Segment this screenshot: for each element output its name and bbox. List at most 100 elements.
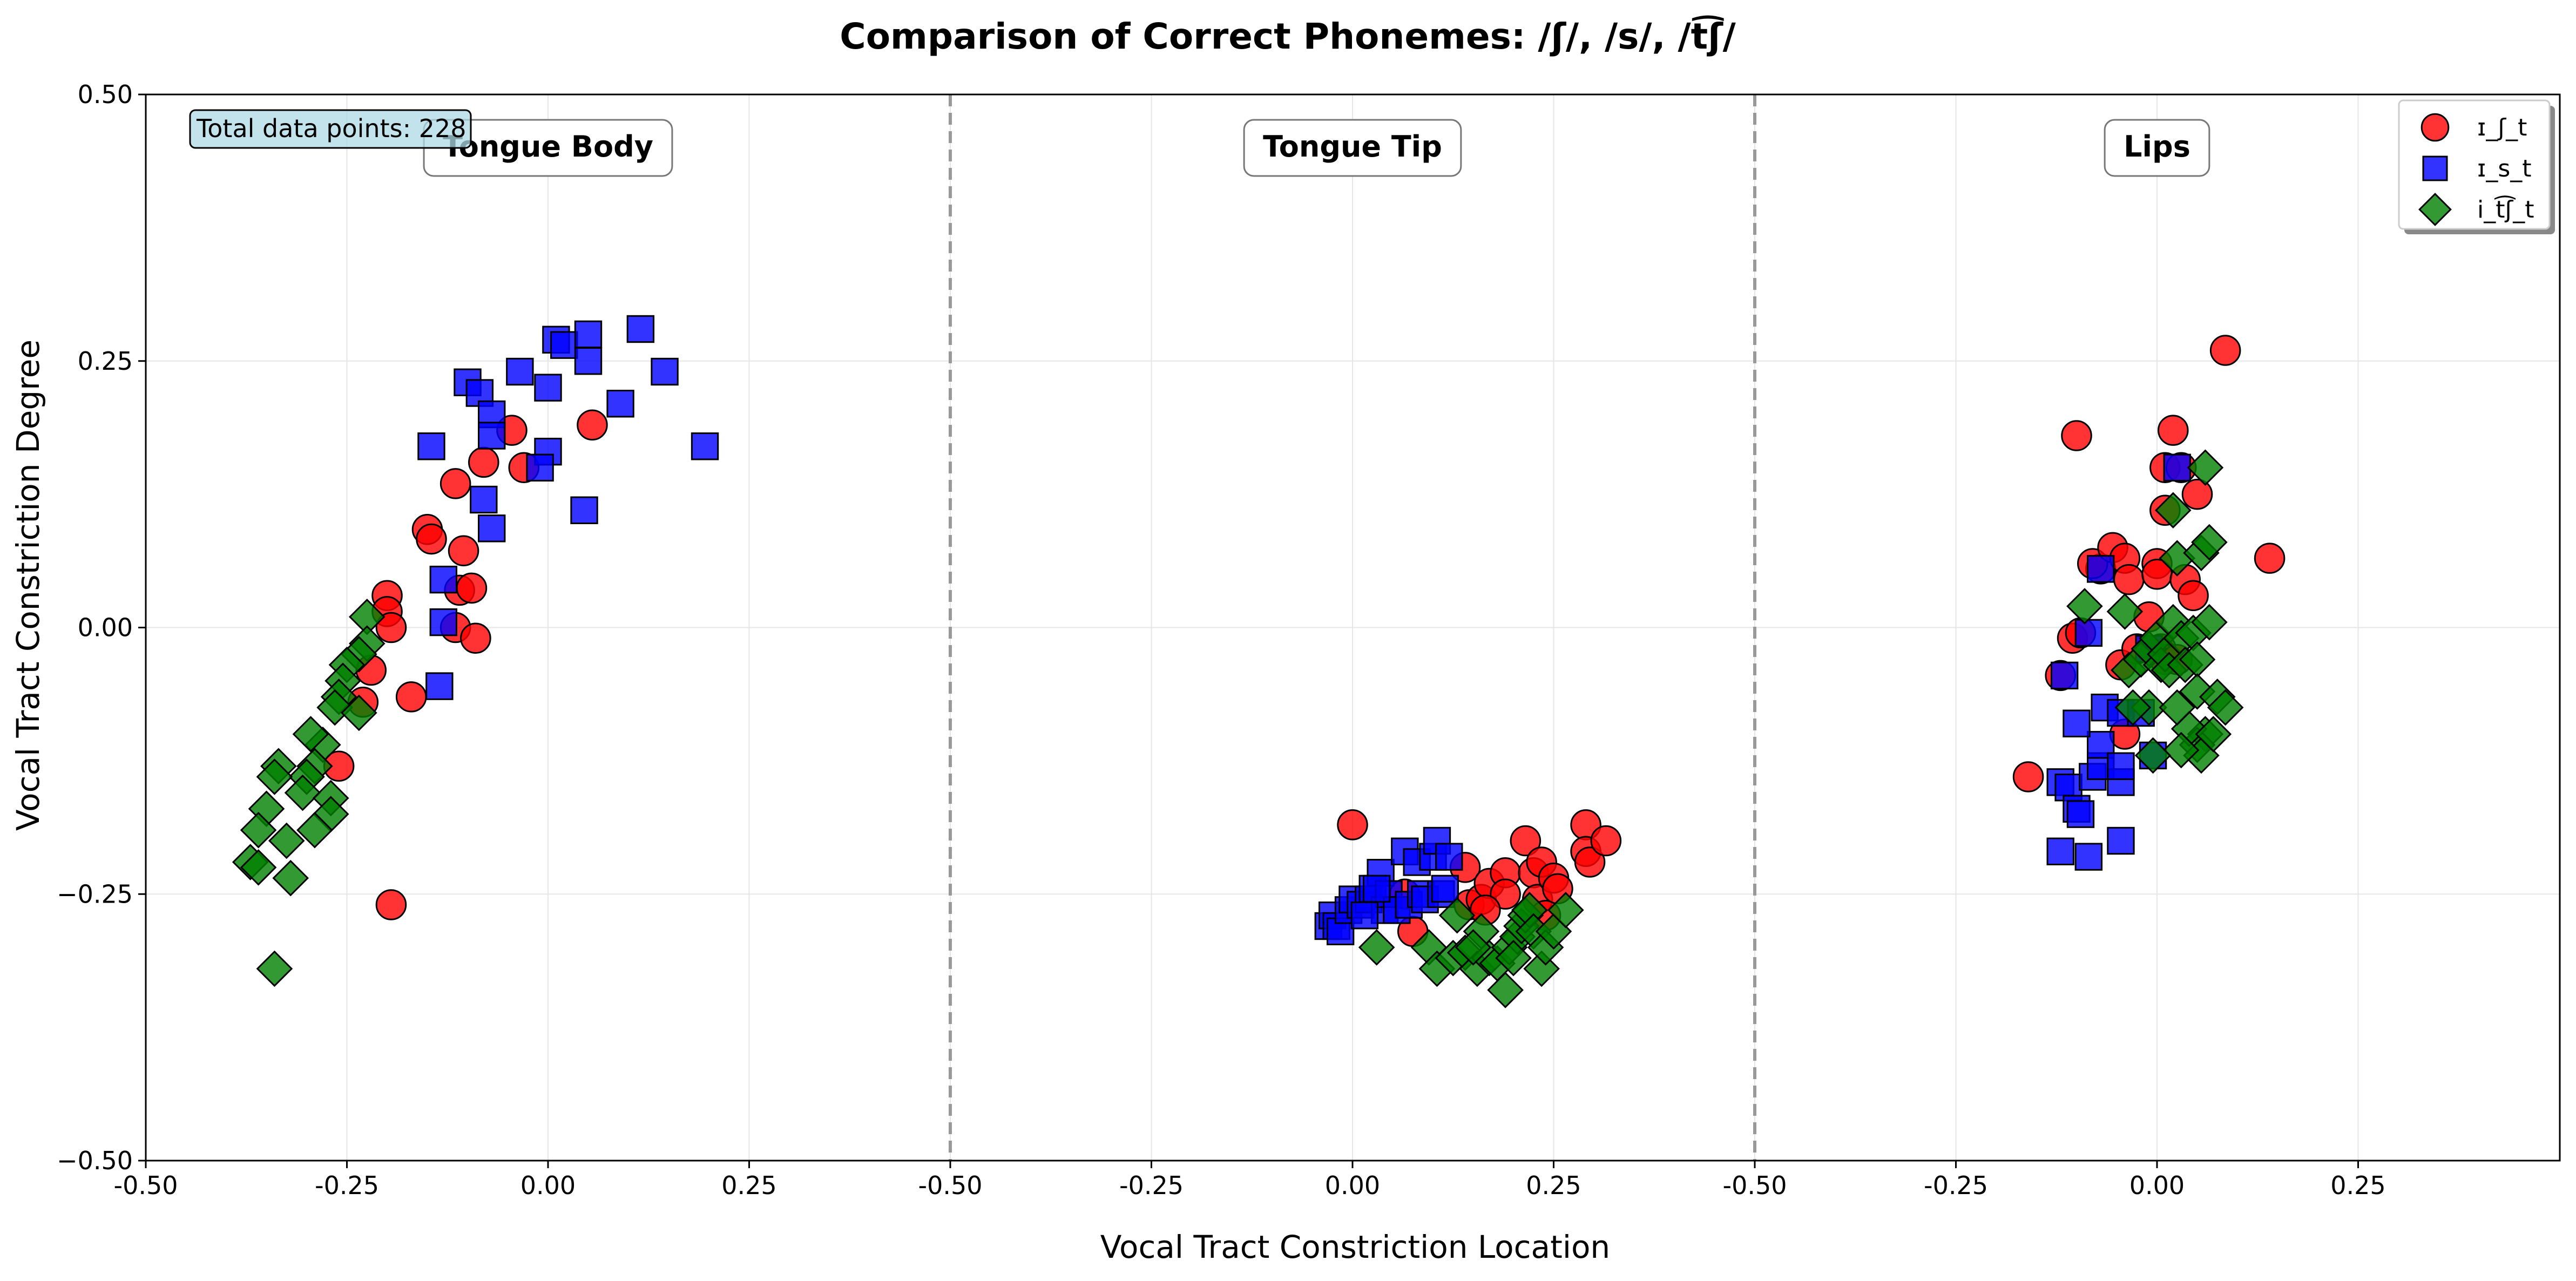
section-label-text: Tongue Tip [1263, 130, 1442, 164]
point-diamond [1438, 897, 1476, 934]
legend-marker-diamond [2418, 193, 2452, 226]
point-diamond [2162, 731, 2200, 769]
point-diamond [240, 849, 277, 886]
point-diamond [1523, 950, 1560, 987]
point-square [1350, 902, 1379, 930]
point-square [534, 374, 562, 402]
note-text: Total data points: 228 [196, 114, 466, 143]
point-diamond [2154, 492, 2192, 529]
point-diamond [2195, 716, 2232, 753]
point-square [626, 315, 655, 343]
legend: ɪ_ʃ_t ɪ_s_t i_t͡ʃ_t [2398, 99, 2555, 234]
point-circle [440, 468, 471, 499]
point-square [2063, 709, 2091, 737]
point-circle [577, 409, 608, 441]
point-circle [1337, 809, 1368, 841]
point-diamond [2134, 737, 2172, 774]
point-circle [2061, 420, 2092, 451]
y-tick-label: 0.00 [78, 613, 133, 642]
section-dividers [949, 94, 1756, 1161]
point-circle [2254, 543, 2286, 574]
x-tick-label: 0.00 [2129, 1171, 2185, 1200]
point-circle [395, 681, 427, 713]
data-points [232, 315, 2286, 1008]
point-square [2066, 800, 2095, 828]
axis-ticks: 0.500.250.00−0.25−0.50-0.50 -0.25 0.00 0.25… [57, 80, 2386, 1200]
point-square [2074, 619, 2103, 647]
point-square [651, 357, 679, 386]
point-diamond [272, 859, 309, 897]
legend-label: i_t͡ʃ_t [2477, 195, 2534, 223]
point-circle [375, 889, 407, 920]
note-background [189, 109, 472, 149]
point-circle [2158, 415, 2189, 446]
section-label-text: Tongue Body [443, 130, 653, 164]
point-diamond [2159, 689, 2196, 726]
point-diamond [316, 689, 353, 726]
point-diamond [240, 811, 277, 849]
section-labels: Tongue Body Tongue Tip Lips [423, 119, 2210, 177]
point-circle [1574, 846, 1606, 878]
point-square [506, 357, 534, 386]
point-circle [1590, 825, 1622, 857]
point-square [478, 422, 506, 450]
x-tick-label: -0.25 [315, 1171, 379, 1200]
y-axis-label: Vocal Tract Constriction Degree [10, 340, 46, 831]
point-square [478, 514, 506, 543]
point-circle [460, 622, 491, 654]
x-axis-label: Vocal Tract Constriction Location [1100, 1229, 1610, 1265]
point-circle [416, 523, 447, 555]
point-circle [468, 446, 499, 478]
point-circle [2178, 580, 2209, 612]
legend-label: ɪ_ʃ_t [2477, 114, 2527, 141]
legend-marker-circle [2421, 113, 2450, 142]
point-diamond [2191, 604, 2228, 641]
y-tick-label: −0.50 [57, 1146, 133, 1175]
point-square [1431, 875, 1459, 903]
point-square [550, 331, 578, 359]
point-square [574, 347, 603, 375]
x-tick-label: -0.25 [1924, 1171, 1988, 1200]
y-tick-label: −0.25 [57, 879, 133, 909]
x-tick-label: -0.25 [1119, 1171, 1184, 1200]
point-square [691, 432, 719, 460]
point-circle [1510, 825, 1541, 857]
point-square [2046, 837, 2074, 865]
point-diamond [1487, 972, 1524, 1008]
point-square [2163, 453, 2191, 482]
point-diamond [1495, 939, 1532, 977]
point-circle [2209, 335, 2241, 366]
x-tick-label: -0.50 [918, 1171, 982, 1200]
x-tick-label: 0.25 [2330, 1171, 2385, 1200]
point-square [2050, 661, 2079, 690]
point-square [2074, 843, 2103, 871]
point-diamond [2179, 673, 2216, 710]
point-square [417, 432, 445, 460]
point-diamond [268, 822, 305, 859]
point-diamond [1358, 929, 1395, 966]
point-square [429, 565, 457, 594]
legend-label: ɪ_s_t [2477, 155, 2532, 182]
point-diamond [2187, 449, 2224, 486]
chart-title: Comparison of Correct Phonemes: /ʃ/, /s/… [840, 16, 1736, 57]
section-label-1: Tongue Body [423, 119, 673, 177]
point-square [570, 496, 598, 524]
section-label-2: Tongue Tip [1243, 119, 1462, 177]
y-tick-label: 0.50 [78, 80, 133, 109]
section-label-text: Lips [2124, 130, 2190, 164]
point-square [2107, 752, 2135, 780]
point-diamond [2114, 689, 2152, 726]
y-tick-label: 0.25 [78, 347, 133, 376]
point-diamond [2106, 593, 2144, 630]
point-square [2107, 826, 2135, 855]
point-diamond [292, 716, 329, 753]
point-diamond [1455, 929, 1492, 966]
point-square [470, 485, 498, 514]
x-tick-label: 0.25 [1526, 1171, 1581, 1200]
section-label-3: Lips [2104, 119, 2210, 177]
x-tick-label: 0.00 [520, 1171, 576, 1200]
point-diamond [2207, 689, 2244, 726]
point-circle [375, 612, 407, 643]
point-circle [2113, 564, 2145, 595]
x-tick-label: -0.50 [113, 1171, 178, 1200]
